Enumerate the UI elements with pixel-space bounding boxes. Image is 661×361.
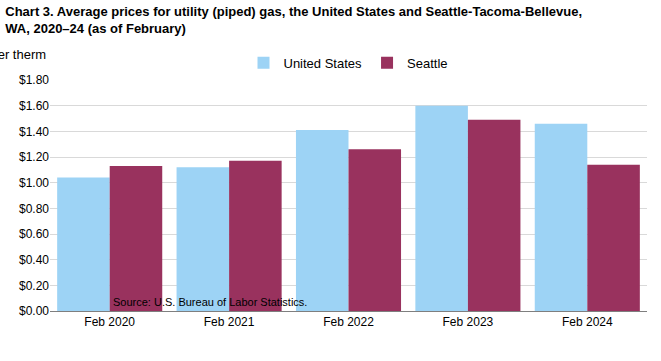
svg-text:$1.20: $1.20: [19, 150, 49, 164]
svg-text:$1.40: $1.40: [19, 125, 49, 139]
svg-text:$0.40: $0.40: [19, 253, 49, 267]
svg-text:Feb 2024: Feb 2024: [562, 315, 613, 329]
svg-text:$0.00: $0.00: [19, 304, 49, 318]
svg-text:$1.00: $1.00: [19, 176, 49, 190]
svg-text:$1.60: $1.60: [19, 99, 49, 113]
svg-text:$0.20: $0.20: [19, 279, 49, 293]
svg-text:$0.60: $0.60: [19, 227, 49, 241]
svg-text:Source: U.S. Bureau of Labor S: Source: U.S. Bureau of Labor Statistics.: [113, 296, 307, 308]
svg-text:Feb 2022: Feb 2022: [323, 315, 374, 329]
svg-text:Feb 2020: Feb 2020: [84, 315, 135, 329]
svg-text:Feb 2021: Feb 2021: [204, 315, 255, 329]
svg-text:Feb 2023: Feb 2023: [443, 315, 494, 329]
svg-text:United States: United States: [284, 56, 363, 71]
svg-text:$0.80: $0.80: [19, 202, 49, 216]
svg-text:Chart 3. Average prices for ut: Chart 3. Average prices for utility (pip…: [5, 4, 582, 36]
svg-text:Per therm: Per therm: [0, 47, 46, 62]
svg-text:Seattle: Seattle: [407, 56, 447, 71]
svg-text:$1.80: $1.80: [19, 73, 49, 87]
